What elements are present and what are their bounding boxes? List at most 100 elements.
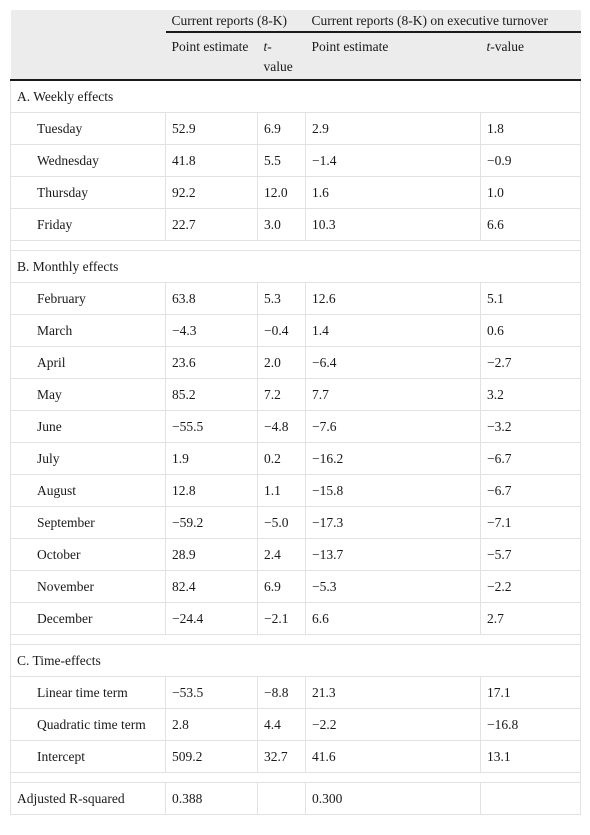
table-row: Quadratic time term 2.8 4.4 −2.2 −16.8	[10, 708, 582, 741]
value-cell: 1.4	[305, 314, 481, 347]
value-cell: 6.6	[480, 208, 582, 241]
row-label: November	[10, 570, 166, 603]
value-cell: 6.9	[257, 112, 306, 145]
value-cell: 28.9	[165, 538, 258, 571]
value-cell: 4.4	[257, 708, 306, 741]
row-label: Tuesday	[10, 112, 166, 145]
row-label: July	[10, 442, 166, 475]
value-cell: −55.5	[165, 410, 258, 443]
value-cell: 7.2	[257, 378, 306, 411]
footer-row: Adjusted R-squared 0.388 0.300	[10, 782, 582, 815]
results-table: Current reports (8-K) Current reports (8…	[9, 10, 582, 815]
value-cell: −5.0	[257, 506, 306, 539]
value-cell: 5.5	[257, 144, 306, 177]
row-label: February	[10, 282, 166, 315]
value-cell: 13.1	[480, 740, 582, 773]
header-corner-2	[10, 32, 166, 81]
value-cell: −5.7	[480, 538, 582, 571]
value-cell: −24.4	[165, 602, 258, 635]
row-label: May	[10, 378, 166, 411]
value-cell: 7.7	[305, 378, 481, 411]
value-cell: −8.8	[257, 676, 306, 709]
value-cell: 10.3	[305, 208, 481, 241]
value-cell: 2.0	[257, 346, 306, 379]
table-row: April 23.6 2.0 −6.4 −2.7	[10, 346, 582, 379]
value-cell: 12.6	[305, 282, 481, 315]
table-row: September −59.2 −5.0 −17.3 −7.1	[10, 506, 582, 539]
row-label: Friday	[10, 208, 166, 241]
row-label: March	[10, 314, 166, 347]
row-label: Quadratic time term	[10, 708, 166, 741]
value-cell: −16.8	[480, 708, 582, 741]
value-cell: 509.2	[165, 740, 258, 773]
value-cell: 92.2	[165, 176, 258, 209]
row-label: October	[10, 538, 166, 571]
value-cell: −4.3	[165, 314, 258, 347]
row-label: Linear time term	[10, 676, 166, 709]
row-label: Intercept	[10, 740, 166, 773]
table-row: August 12.8 1.1 −15.8 −6.7	[10, 474, 582, 507]
table-row: Linear time term −53.5 −8.8 21.3 17.1	[10, 676, 582, 709]
spacer-row	[9, 772, 582, 783]
header-group-8k: Current reports (8-K)	[165, 10, 306, 33]
row-label: August	[10, 474, 166, 507]
row-label: Wednesday	[10, 144, 166, 177]
section-title: A. Weekly effects	[9, 80, 582, 113]
table-row: October 28.9 2.4 −13.7 −5.7	[10, 538, 582, 571]
value-cell: 2.9	[305, 112, 481, 145]
value-cell: 52.9	[165, 112, 258, 145]
value-cell: −0.4	[257, 314, 306, 347]
value-cell: 0.388	[165, 782, 258, 815]
value-cell: 0.300	[305, 782, 481, 815]
value-cell: 5.1	[480, 282, 582, 315]
spacer-row	[9, 240, 582, 251]
value-cell: −2.2	[480, 570, 582, 603]
value-cell: 1.8	[480, 112, 582, 145]
value-cell: −2.7	[480, 346, 582, 379]
header-column-row: Point estimate t-value Point estimate t-…	[10, 32, 581, 81]
value-cell: 5.3	[257, 282, 306, 315]
value-cell: −0.9	[480, 144, 582, 177]
spacer-row	[9, 634, 582, 645]
value-cell: 2.7	[480, 602, 582, 635]
table-row: Thursday 92.2 12.0 1.6 1.0	[10, 176, 582, 209]
header-point-estimate-1: Point estimate	[165, 32, 258, 81]
value-cell: −17.3	[305, 506, 481, 539]
footer-label: Adjusted R-squared	[10, 782, 166, 815]
row-label: June	[10, 410, 166, 443]
value-cell: 0.6	[480, 314, 582, 347]
value-cell: 63.8	[165, 282, 258, 315]
value-cell: −6.7	[480, 474, 582, 507]
value-cell: 2.4	[257, 538, 306, 571]
spacer-cell	[9, 772, 582, 783]
value-cell: −13.7	[305, 538, 481, 571]
row-label: April	[10, 346, 166, 379]
table-row: March −4.3 −0.4 1.4 0.6	[10, 314, 582, 347]
value-cell: 1.1	[257, 474, 306, 507]
header-group-row: Current reports (8-K) Current reports (8…	[10, 10, 581, 33]
value-cell: 0.2	[257, 442, 306, 475]
value-cell: −3.2	[480, 410, 582, 443]
value-cell: −2.1	[257, 602, 306, 635]
value-cell: −53.5	[165, 676, 258, 709]
value-cell: 21.3	[305, 676, 481, 709]
value-cell: 6.9	[257, 570, 306, 603]
value-cell: 3.2	[480, 378, 582, 411]
value-cell: 32.7	[257, 740, 306, 773]
table-row: May 85.2 7.2 7.7 3.2	[10, 378, 582, 411]
value-cell: 12.8	[165, 474, 258, 507]
value-cell: −1.4	[305, 144, 481, 177]
header-t-value-2: t-value	[480, 32, 581, 81]
header-group-8k-turnover: Current reports (8-K) on executive turno…	[305, 10, 581, 33]
value-cell: −5.3	[305, 570, 481, 603]
value-cell: 2.8	[165, 708, 258, 741]
table-row: Friday 22.7 3.0 10.3 6.6	[10, 208, 582, 241]
spacer-cell	[9, 634, 582, 645]
table-body: A. Weekly effects Tuesday 52.9 6.9 2.9 1.8 Wed…	[9, 80, 582, 815]
value-cell: 1.9	[165, 442, 258, 475]
section-header-row: B. Monthly effects	[9, 250, 582, 283]
value-cell: 23.6	[165, 346, 258, 379]
value-cell: 82.4	[165, 570, 258, 603]
section-title: B. Monthly effects	[9, 250, 582, 283]
table-row: February 63.8 5.3 12.6 5.1	[10, 282, 582, 315]
